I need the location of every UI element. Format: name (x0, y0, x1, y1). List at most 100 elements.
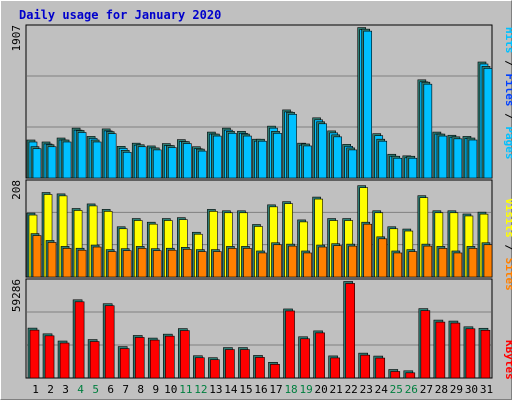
sites-bar-day-23 (363, 223, 373, 278)
kbytes-bar-day-24 (375, 357, 386, 379)
files-bar-day-24 (378, 140, 388, 179)
files-bar-day-9 (152, 149, 162, 179)
legend-hits: Hits (503, 27, 512, 54)
kbytes-bar-day-17 (270, 363, 280, 379)
sites-bar-day-30 (468, 248, 478, 278)
day-label-16: 16 (254, 383, 267, 396)
day-label-24: 24 (375, 383, 389, 396)
kbytes-bar-day-27 (420, 310, 431, 379)
kbytes-bar-day-1 (29, 329, 40, 379)
files-bar-day-31 (483, 68, 493, 179)
kbytes-bar-day-19 (300, 338, 310, 379)
day-label-7: 7 (122, 383, 129, 396)
sites-bar-day-2 (47, 242, 57, 278)
sites-bar-day-3 (62, 248, 72, 278)
files-bar-day-7 (122, 151, 132, 179)
day-label-29: 29 (450, 383, 463, 396)
files-bar-day-23 (363, 30, 373, 179)
kbytes-bar-day-5 (89, 341, 100, 379)
hits-panel: 1907 Hits / Files / Pages (10, 24, 512, 179)
visits-panel: 208 Visits / Sites (10, 179, 512, 291)
chart-title: Daily usage for January 2020 (19, 8, 222, 22)
files-bar-day-10 (167, 147, 177, 179)
legend-kbytes: KBytes (503, 340, 512, 380)
kbytes-bar-day-29 (450, 322, 461, 379)
day-label-26: 26 (405, 383, 418, 396)
hits-bars (26, 27, 493, 179)
day-label-4: 4 (77, 383, 84, 396)
day-label-25: 25 (390, 383, 403, 396)
sites-bar-day-6 (107, 251, 117, 278)
files-bar-day-29 (453, 138, 463, 179)
sites-bar-day-8 (137, 248, 147, 278)
kbytes-bar-day-26 (405, 372, 416, 379)
files-bar-day-26 (408, 157, 418, 179)
sites-bar-day-9 (152, 250, 162, 278)
kbytes-bar-day-4 (74, 301, 85, 379)
sites-bar-day-19 (303, 252, 312, 278)
files-bar-day-13 (213, 135, 222, 179)
files-bar-day-8 (137, 146, 147, 179)
day-label-18: 18 (284, 383, 297, 396)
kbytes-legend: KBytes (503, 340, 512, 380)
day-label-30: 30 (465, 383, 478, 396)
files-bar-day-1 (32, 148, 42, 179)
files-bar-day-5 (92, 141, 102, 179)
kbytes-bar-day-6 (104, 305, 115, 379)
day-label-20: 20 (315, 383, 328, 396)
files-bar-day-30 (468, 139, 478, 179)
hits-legend: Hits / Files / Pages (503, 27, 512, 160)
kbytes-bar-day-30 (465, 328, 476, 379)
visits-bars (26, 185, 493, 278)
visits-ymax-label: 208 (10, 180, 23, 200)
files-bar-day-20 (318, 123, 327, 179)
sites-bar-day-12 (198, 251, 207, 278)
sites-bar-day-24 (378, 238, 388, 278)
kbytes-bar-day-28 (435, 321, 446, 379)
sites-bar-day-18 (288, 245, 297, 278)
kbytes-bar-day-8 (134, 337, 145, 379)
hits-ymax-label: 1907 (10, 25, 23, 52)
files-bar-day-18 (288, 113, 297, 179)
kbytes-bar-day-7 (119, 348, 130, 379)
sites-bar-day-17 (273, 244, 282, 278)
sites-bar-day-26 (408, 251, 418, 278)
kbytes-bar-day-13 (210, 359, 220, 379)
kbytes-bar-day-16 (255, 357, 265, 379)
files-bar-day-22 (348, 149, 357, 179)
files-bar-day-16 (258, 140, 267, 179)
day-label-10: 10 (164, 383, 177, 396)
sites-bar-day-5 (92, 246, 102, 278)
kbytes-bar-day-2 (44, 335, 55, 379)
legend-pages: Pages (503, 126, 512, 159)
legend-files: Files (503, 73, 512, 106)
sites-bar-day-13 (213, 251, 222, 278)
svg-text:Visits / Sites: Visits / Sites (503, 198, 512, 291)
kbytes-bar-day-21 (330, 357, 340, 379)
files-bar-day-12 (198, 150, 207, 179)
day-label-3: 3 (62, 383, 69, 396)
sites-bar-day-15 (243, 248, 252, 278)
sites-bar-day-14 (228, 248, 237, 278)
sites-bar-day-28 (438, 248, 448, 278)
files-bar-day-19 (303, 145, 312, 179)
sites-bar-day-20 (318, 246, 327, 278)
sites-bar-day-27 (423, 245, 433, 278)
kbytes-bar-day-11 (180, 330, 190, 379)
kbytes-bars (27, 281, 491, 379)
legend-sites: Sites (503, 258, 512, 291)
sites-bar-day-21 (333, 245, 342, 278)
day-label-15: 15 (239, 383, 252, 396)
files-bar-day-2 (47, 146, 57, 179)
kbytes-bar-day-9 (149, 339, 160, 379)
day-label-9: 9 (152, 383, 159, 396)
day-label-6: 6 (107, 383, 114, 396)
visits-legend: Visits / Sites (503, 198, 512, 291)
day-label-21: 21 (330, 383, 343, 396)
kbytes-bar-day-15 (240, 349, 250, 379)
day-label-14: 14 (224, 383, 238, 396)
hits-gridlines (27, 75, 491, 128)
day-label-13: 13 (209, 383, 222, 396)
sites-bar-day-4 (77, 249, 87, 278)
